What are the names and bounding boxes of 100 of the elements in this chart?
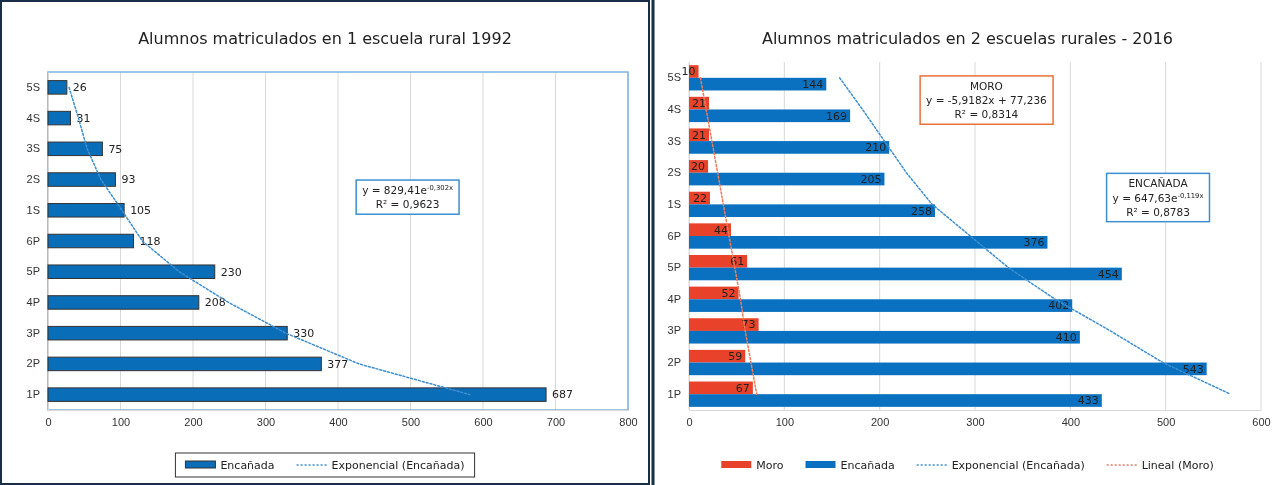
bar bbox=[47, 295, 200, 310]
bar bbox=[47, 141, 103, 157]
data-label: 687 bbox=[552, 388, 574, 402]
data-label: 410 bbox=[1055, 331, 1077, 345]
bar bbox=[689, 236, 1048, 249]
y-tick-label: 3S bbox=[26, 142, 40, 155]
bar bbox=[47, 110, 71, 126]
data-label: 22 bbox=[692, 191, 707, 205]
x-tick-label: 400 bbox=[329, 415, 348, 428]
chart-title: Alumnos matriculados en 2 escuelas rurales - 2016 bbox=[761, 29, 1174, 48]
data-label: 61 bbox=[730, 255, 745, 269]
data-label: 543 bbox=[1182, 362, 1204, 376]
data-label: 26 bbox=[72, 81, 87, 95]
y-tick-label: 6P bbox=[26, 234, 40, 247]
data-label: 75 bbox=[108, 142, 123, 156]
data-label: 230 bbox=[220, 265, 242, 279]
bar bbox=[47, 264, 216, 279]
x-tick-label: 100 bbox=[775, 415, 795, 428]
y-tick-label: 4S bbox=[667, 102, 681, 115]
legend-label: Exponencial (Encañada) bbox=[951, 458, 1085, 472]
bar bbox=[689, 394, 1102, 407]
y-tick-label: 4P bbox=[26, 295, 40, 308]
y-tick-label: 4S bbox=[26, 111, 40, 124]
bar bbox=[47, 233, 135, 249]
bar bbox=[47, 325, 288, 341]
bar bbox=[689, 204, 935, 218]
data-label: 208 bbox=[204, 296, 226, 310]
y-tick-label: 5P bbox=[667, 261, 681, 274]
data-label: 402 bbox=[1048, 299, 1070, 313]
x-tick-label: 300 bbox=[256, 415, 276, 428]
data-label: 144 bbox=[802, 78, 824, 91]
y-tick-label: 6P bbox=[667, 229, 681, 242]
bar bbox=[689, 172, 885, 186]
data-label: 205 bbox=[860, 172, 882, 186]
x-tick-label: 400 bbox=[1061, 415, 1081, 428]
bar bbox=[47, 172, 116, 187]
bar bbox=[689, 362, 1207, 376]
data-label: 330 bbox=[293, 327, 315, 341]
y-tick-label: 2S bbox=[26, 173, 40, 186]
legend-label: Encañada bbox=[840, 458, 895, 472]
chart-title: Alumnos matriculados en 1 escuela rural 1992 bbox=[138, 29, 512, 48]
x-tick-label: 600 bbox=[474, 415, 493, 428]
legend-label: Exponencial (Encañada) bbox=[331, 458, 465, 472]
x-tick-label: 200 bbox=[184, 415, 203, 428]
y-tick-label: 2P bbox=[26, 357, 40, 370]
data-label: 93 bbox=[121, 173, 136, 187]
bar bbox=[689, 141, 890, 154]
data-label: 105 bbox=[130, 204, 152, 218]
data-label: 21 bbox=[692, 128, 707, 142]
data-label: 44 bbox=[713, 223, 728, 237]
bar bbox=[689, 318, 759, 331]
legend-label: Moro bbox=[756, 458, 784, 472]
x-tick-label: 300 bbox=[966, 415, 985, 428]
y-tick-label: 5S bbox=[26, 80, 40, 93]
x-tick-label: 200 bbox=[870, 415, 890, 428]
legend-label: Encañada bbox=[220, 458, 275, 472]
y-tick-label: 3P bbox=[667, 324, 681, 337]
x-tick-label: 500 bbox=[1156, 415, 1176, 428]
y-tick-label: 3P bbox=[26, 326, 40, 339]
legend-label: Lineal (Moro) bbox=[1141, 458, 1214, 472]
bar bbox=[689, 299, 1073, 312]
y-tick-label: 2P bbox=[667, 356, 681, 369]
data-label: 258 bbox=[910, 204, 932, 218]
bar bbox=[689, 267, 1122, 281]
y-tick-label: 1S bbox=[667, 197, 681, 210]
x-tick-label: 800 bbox=[619, 415, 638, 428]
x-tick-label: 700 bbox=[546, 415, 566, 428]
data-label: 59 bbox=[728, 350, 743, 364]
data-label: 20 bbox=[691, 160, 706, 174]
data-label: 376 bbox=[1023, 236, 1045, 250]
annotation: MORO y = -5,9182x + 77,236 R² = 0,8314 bbox=[926, 79, 1048, 121]
x-tick-label: 600 bbox=[1252, 415, 1271, 428]
bar bbox=[47, 203, 125, 218]
annotation: ENCAÑADA y = 647,63e$^{-0,119x}$ R² = 0,8783 bbox=[1112, 177, 1204, 218]
x-tick-label: 100 bbox=[111, 415, 131, 428]
data-label: 21 bbox=[692, 96, 707, 110]
bar bbox=[689, 109, 851, 123]
data-label: 454 bbox=[1097, 267, 1119, 281]
data-label: 433 bbox=[1077, 394, 1099, 408]
x-tick-label: 0 bbox=[686, 415, 693, 428]
y-tick-label: 4P bbox=[667, 292, 681, 305]
bar bbox=[689, 330, 1080, 344]
data-label: 118 bbox=[139, 234, 161, 248]
bar bbox=[47, 80, 68, 95]
y-tick-label: 3S bbox=[667, 134, 681, 147]
y-tick-label: 5P bbox=[26, 265, 40, 278]
y-tick-label: 5S bbox=[667, 71, 681, 84]
bar bbox=[47, 387, 547, 402]
y-tick-label: 2S bbox=[667, 166, 681, 179]
data-label: 210 bbox=[865, 141, 887, 155]
y-tick-label: 1P bbox=[26, 388, 40, 401]
data-label: 67 bbox=[735, 381, 750, 395]
x-tick-label: 0 bbox=[45, 415, 52, 428]
bar bbox=[689, 349, 746, 363]
bar bbox=[47, 356, 322, 372]
y-tick-label: 1P bbox=[667, 387, 681, 400]
data-label: 169 bbox=[826, 109, 848, 123]
annotation: y = 829,41e$^{-0,302x}$ R² = 0,9623 bbox=[362, 184, 454, 211]
data-label: 52 bbox=[721, 286, 736, 300]
data-label: 31 bbox=[76, 111, 91, 125]
